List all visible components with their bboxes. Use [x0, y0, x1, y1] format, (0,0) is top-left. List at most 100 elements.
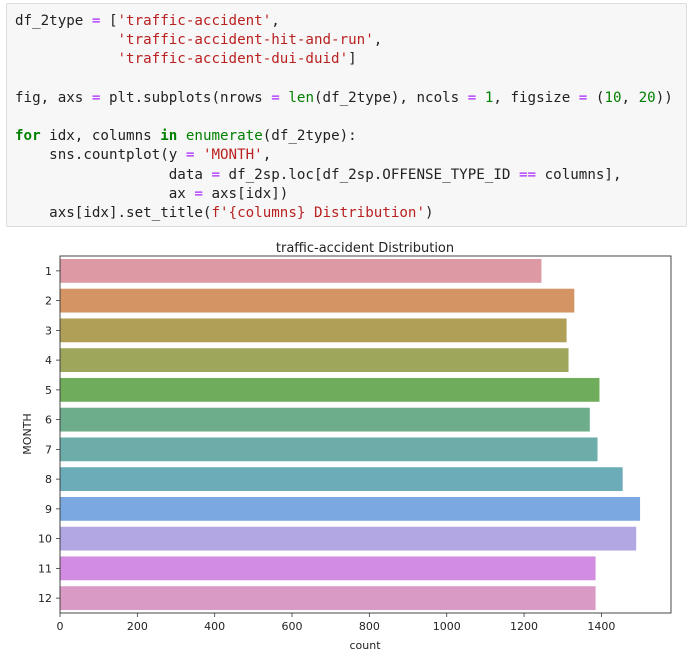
bar-month-1: [60, 258, 542, 283]
code-token: =: [467, 89, 477, 106]
code-token: plt.subplots(nrows: [100, 89, 272, 106]
code-token: data: [15, 166, 212, 183]
code-token: for: [15, 128, 41, 145]
code-line: [15, 70, 673, 89]
y-tick-label: 8: [45, 473, 52, 486]
bar-month-4: [60, 348, 569, 373]
chart-title: traffic-accident Distribution: [276, 241, 454, 256]
x-tick-label: 1200: [510, 620, 538, 633]
code-token: ,: [373, 32, 383, 49]
x-tick-label: 0: [57, 620, 64, 633]
code-token: , figsize: [493, 89, 579, 106]
y-tick-label: 9: [45, 503, 52, 516]
code-token: (df_2type), ncols: [313, 89, 468, 106]
bar-month-6: [60, 407, 590, 432]
code-token: 10: [604, 89, 622, 106]
x-axis-label: count: [349, 639, 381, 652]
x-tick-label: 1000: [433, 620, 461, 633]
code-block[interactable]: df_2type = ['traffic-accident', 'traffic…: [15, 12, 673, 223]
bar-month-2: [60, 288, 575, 313]
y-tick-label: 7: [45, 443, 52, 456]
y-tick-label: 3: [45, 324, 52, 337]
y-tick-label: 6: [45, 414, 52, 427]
code-token: ,: [621, 89, 639, 106]
code-token: =: [194, 185, 203, 202]
code-token: len: [288, 89, 314, 106]
code-token: =: [91, 89, 101, 106]
code-token: 'traffic-accident': [117, 13, 272, 29]
code-line: data = df_2sp.loc[df_2sp.OFFENSE_TYPE_ID…: [15, 166, 673, 185]
code-cell[interactable]: df_2type = ['traffic-accident', 'traffic…: [6, 3, 687, 227]
y-axis-label: MONTH: [21, 413, 34, 454]
x-tick-label: 600: [282, 620, 303, 633]
code-token: [177, 128, 186, 144]
y-tick-label: 11: [38, 562, 52, 575]
bar-month-3: [60, 318, 567, 343]
countplot-chart: traffic-accident Distribution 1234567891…: [21, 241, 672, 652]
code-token: enumerate: [185, 128, 263, 145]
code-token: =: [578, 89, 588, 106]
code-line: sns.countplot(y = 'MONTH',: [15, 146, 673, 165]
code-token: 'traffic-accident-hit-and-run': [117, 32, 374, 49]
code-token: ]: [348, 51, 357, 68]
code-token: [: [100, 13, 118, 29]
code-token: 20: [638, 89, 656, 106]
x-tick-label: 800: [359, 620, 380, 633]
code-token: [194, 147, 203, 163]
code-line: 'traffic-accident-dui-duid']: [15, 50, 673, 69]
code-token: ,: [271, 13, 280, 29]
y-tick-label: 2: [45, 295, 52, 308]
code-token: axs[idx]): [202, 185, 289, 202]
code-token: f'{columns} Distribution': [211, 204, 426, 221]
code-token: ==: [518, 166, 537, 183]
code-line: df_2type = ['traffic-accident',: [15, 12, 673, 31]
code-token: ax: [15, 185, 195, 202]
code-token: 'MONTH': [202, 147, 263, 164]
code-token: df_2type: [15, 13, 92, 29]
code-line: for idx, columns in enumerate(df_2type):: [15, 127, 673, 146]
y-tick-label: 12: [38, 592, 52, 605]
bar-month-5: [60, 377, 600, 402]
code-line: fig, axs = plt.subplots(nrows = len(df_2…: [15, 89, 673, 108]
code-token: (df_2type):: [262, 128, 357, 145]
code-token: in: [160, 128, 178, 145]
code-token: 'traffic-accident-dui-duid': [117, 51, 349, 68]
code-token: )): [655, 89, 673, 106]
code-line: [15, 108, 673, 127]
code-line: axs[idx].set_title(f'{columns} Distribut…: [15, 204, 673, 223]
code-token: =: [271, 89, 280, 106]
y-tick-label: 5: [45, 384, 52, 397]
code-token: idx, columns: [40, 128, 161, 145]
bar-month-12: [60, 586, 596, 611]
x-tick-label: 200: [127, 620, 148, 633]
code-token: (: [587, 89, 605, 106]
plot-frame: [59, 255, 672, 614]
code-token: =: [91, 13, 101, 29]
y-tick-label: 4: [45, 354, 52, 367]
x-tick-label: 1400: [587, 620, 615, 633]
code-token: sns.countplot(y: [15, 147, 186, 164]
code-token: ): [425, 204, 434, 221]
code-token: axs[idx].set_title(: [15, 204, 212, 221]
bar-month-8: [60, 467, 623, 492]
code-token: ,: [262, 147, 272, 164]
code-line: 'traffic-accident-hit-and-run',: [15, 31, 673, 50]
code-token: [15, 32, 118, 48]
code-token: [476, 90, 485, 106]
x-tick-label: 400: [204, 620, 225, 633]
code-token: fig, axs: [15, 89, 92, 106]
bar-month-10: [60, 526, 637, 551]
code-token: df_2sp.loc[df_2sp.OFFENSE_TYPE_ID: [220, 166, 519, 183]
code-token: columns],: [536, 166, 622, 183]
y-tick-label: 10: [38, 533, 52, 546]
code-token: [15, 51, 118, 67]
code-line: ax = axs[idx]): [15, 185, 673, 204]
code-token: =: [185, 147, 195, 164]
code-token: 1: [484, 89, 494, 106]
bar-month-11: [60, 556, 596, 581]
code-token: =: [211, 166, 221, 183]
bar-month-9: [60, 496, 641, 521]
y-tick-label: 1: [45, 265, 52, 278]
bar-month-7: [60, 437, 598, 462]
